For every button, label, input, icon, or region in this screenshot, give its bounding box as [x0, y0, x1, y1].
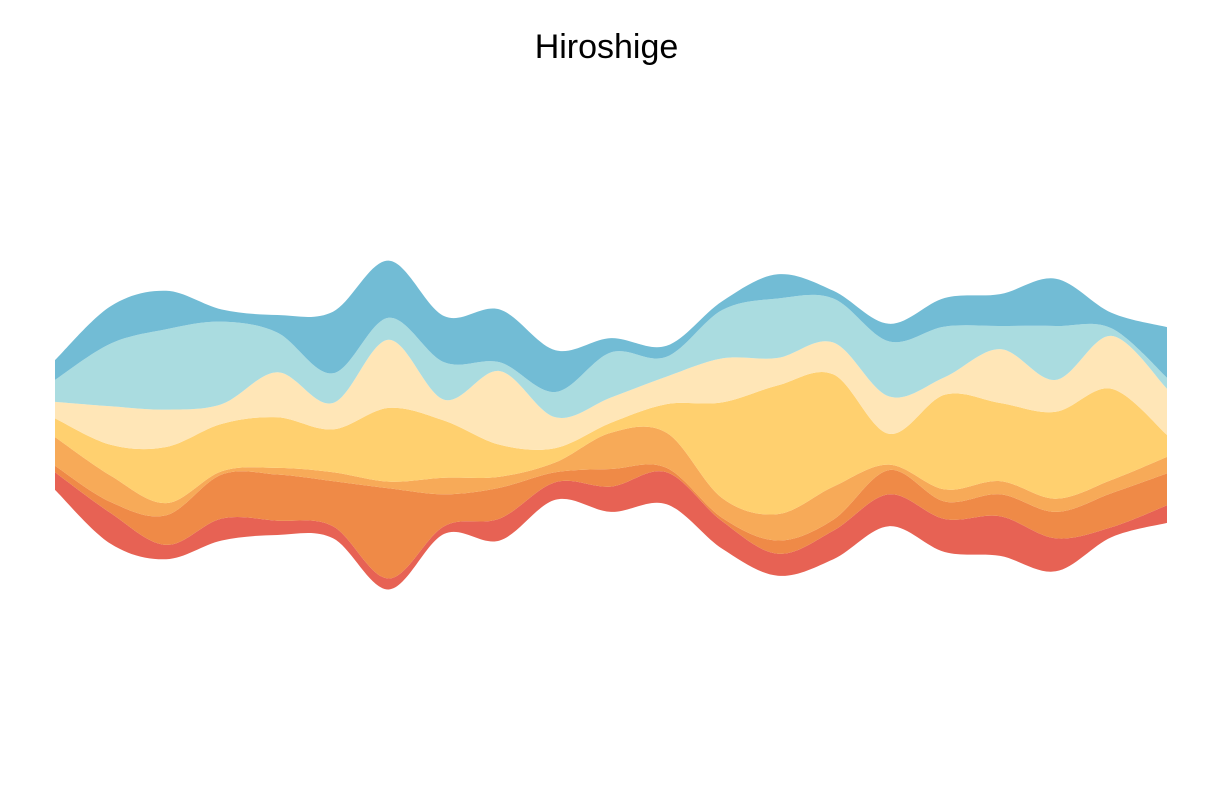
stream-layer-4: [55, 371, 1167, 515]
stream-layer-2: [55, 464, 1167, 579]
chart-title: Hiroshige: [534, 28, 679, 66]
stream-layer-3: [55, 426, 1167, 541]
stream-layer-5: [55, 335, 1167, 450]
stream-layer-7: [55, 260, 1167, 393]
stream-layer-1: [55, 471, 1167, 590]
stream-layer-6: [55, 294, 1167, 419]
